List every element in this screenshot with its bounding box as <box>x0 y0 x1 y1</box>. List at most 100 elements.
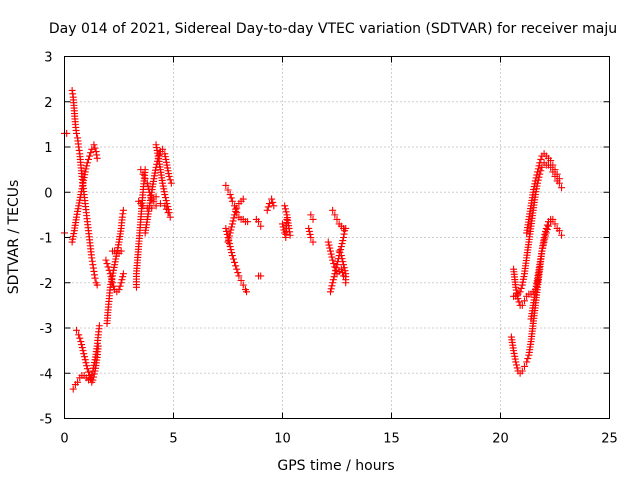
data-point <box>227 226 235 234</box>
data-point <box>83 159 91 167</box>
data-point <box>75 331 83 339</box>
data-point <box>152 193 160 201</box>
data-point <box>331 270 339 278</box>
data-point <box>225 235 233 243</box>
data-point <box>228 249 236 257</box>
data-point <box>268 195 276 203</box>
data-point <box>286 231 294 239</box>
data-point <box>538 247 546 255</box>
data-point <box>531 177 539 185</box>
data-point <box>279 220 286 228</box>
data-point <box>342 224 350 232</box>
data-point <box>324 238 332 246</box>
data-point <box>551 220 559 228</box>
data-point <box>227 246 235 254</box>
y-tick-label: -4 <box>40 367 53 382</box>
data-point <box>328 253 336 261</box>
data-point <box>84 368 92 376</box>
data-point <box>542 229 550 237</box>
y-tick-label: 1 <box>44 141 52 156</box>
data-point <box>141 175 149 183</box>
data-point <box>164 206 172 214</box>
data-point <box>551 166 559 174</box>
data-point <box>117 279 125 287</box>
data-point <box>224 186 232 194</box>
data-point <box>84 155 92 163</box>
data-point <box>337 246 345 254</box>
data-point <box>281 229 289 237</box>
data-point <box>137 166 145 174</box>
data-point <box>330 273 338 281</box>
data-point <box>89 376 97 384</box>
x-tick-label: 15 <box>383 432 400 447</box>
data-point <box>235 272 243 280</box>
data-point <box>93 154 101 162</box>
data-point <box>309 238 317 246</box>
data-point <box>270 202 278 210</box>
y-tick-label: -3 <box>40 322 53 337</box>
y-tick-label: -5 <box>40 413 53 428</box>
data-point <box>533 171 541 179</box>
data-point <box>117 247 125 255</box>
data-point <box>90 141 98 149</box>
data-point <box>555 175 563 183</box>
data-point <box>76 334 84 342</box>
data-point <box>225 240 233 248</box>
data-point <box>243 288 251 296</box>
data-point <box>90 373 98 381</box>
x-tick-label: 5 <box>169 432 177 447</box>
data-point <box>80 353 88 361</box>
data-point <box>532 174 540 182</box>
data-point <box>82 165 90 173</box>
y-axis-label: SDTVAR / TECUs <box>6 180 22 295</box>
data-point <box>281 205 289 213</box>
data-point <box>333 215 341 223</box>
data-point <box>94 342 102 350</box>
data-point <box>553 170 561 178</box>
data-point <box>263 206 271 214</box>
data-point <box>77 338 85 346</box>
data-point <box>228 197 236 205</box>
data-point <box>116 282 124 290</box>
data-point <box>341 267 349 275</box>
tick-labels: 0 5 10 15 20 25 -5 -4 -3 -2 -1 0 1 2 3 <box>40 51 618 447</box>
data-points <box>61 86 566 393</box>
y-tick-label: -1 <box>40 232 53 247</box>
data-point <box>119 270 127 278</box>
data-point <box>538 163 546 171</box>
data-point <box>329 279 337 287</box>
data-point <box>327 250 335 258</box>
data-point <box>336 249 344 257</box>
data-point <box>69 385 77 393</box>
data-point <box>543 226 551 234</box>
data-point <box>307 234 315 241</box>
data-point <box>539 241 547 249</box>
data-point <box>338 240 346 248</box>
data-point <box>244 218 252 226</box>
data-point <box>226 243 234 251</box>
x-tick-label: 25 <box>601 432 618 447</box>
data-point <box>166 176 174 184</box>
data-point <box>339 237 347 245</box>
data-point <box>232 207 240 215</box>
data-point <box>232 262 240 270</box>
data-point <box>517 284 525 292</box>
data-point <box>86 152 94 160</box>
data-point <box>230 214 238 222</box>
data-point <box>305 227 313 235</box>
data-point <box>327 285 335 293</box>
data-point <box>337 243 345 251</box>
data-point <box>518 301 526 309</box>
data-point <box>515 298 523 306</box>
data-point <box>231 258 239 266</box>
data-point <box>265 200 273 208</box>
data-point <box>165 209 173 217</box>
data-point <box>535 162 543 170</box>
data-point <box>544 222 552 230</box>
data-point <box>72 326 80 334</box>
data-point <box>233 265 241 273</box>
data-point <box>139 202 147 210</box>
data-point <box>74 378 82 386</box>
data-point <box>555 227 563 235</box>
